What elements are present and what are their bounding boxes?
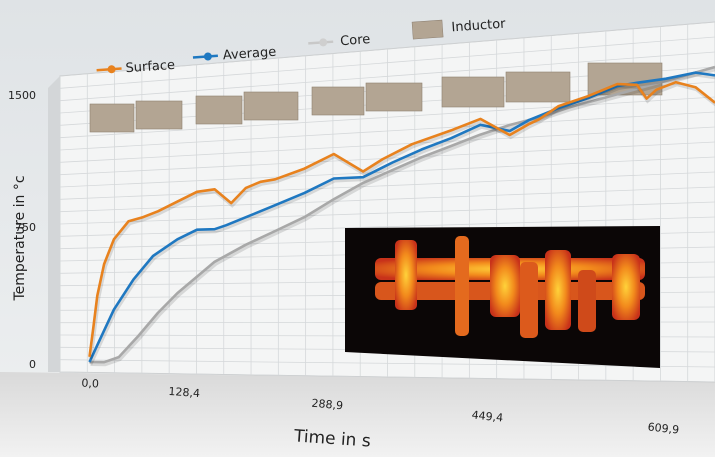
series-layer (88, 65, 715, 367)
inductor-block (365, 82, 423, 112)
grid-line-horizontal (60, 186, 715, 213)
inductor-block (311, 86, 365, 116)
legend-label-core: Core (340, 32, 371, 49)
x-tick-label: 609,9 (647, 420, 680, 436)
legend-swatch-inductor (411, 19, 444, 40)
legend-label-average: Average (222, 45, 276, 64)
grid-line-horizontal (60, 51, 715, 102)
y-axis-label: Temperature in °c (12, 175, 28, 301)
inductor-block (89, 103, 135, 133)
y-tick-label: 1500 (8, 89, 36, 102)
grid-line-horizontal (60, 141, 715, 176)
plot-panel-edge (48, 76, 60, 372)
series-line-average (88, 71, 715, 363)
grid-line-horizontal (60, 216, 715, 237)
legend-marker-surface (107, 65, 116, 74)
inductor-block (195, 95, 243, 125)
inductor-block (135, 100, 183, 130)
series-line-core (89, 65, 715, 364)
grid-line-horizontal (60, 111, 715, 151)
x-tick-label: 288,9 (311, 397, 344, 413)
series-shadow-average (88, 72, 715, 365)
y-tick-label: 0 (29, 358, 36, 371)
grid-line-horizontal (60, 201, 715, 225)
legend-label-inductor: Inductor (451, 17, 507, 36)
inductor-block (505, 71, 571, 103)
inductor-block (587, 62, 663, 96)
grid-line-horizontal (60, 96, 715, 139)
crankshaft-image (345, 226, 660, 368)
inductor-block (243, 91, 299, 121)
y-axis-ticks: 1500 750 0 (8, 89, 36, 371)
series-line-surface (88, 80, 715, 357)
legend: Surface Average Core Inductor (96, 17, 507, 76)
legend-label-surface: Surface (125, 58, 175, 76)
legend-marker-average (203, 52, 212, 61)
legend-marker-core (319, 38, 328, 47)
x-axis-ticks: 0,0 128,4 288,9 449,4 609,9 (81, 377, 680, 437)
floor (0, 372, 715, 457)
grid-line-horizontal (60, 36, 715, 89)
y-tick-label: 750 (15, 221, 36, 234)
grid-line-horizontal (60, 171, 715, 200)
inductor-block (441, 76, 505, 108)
series-shadow-core (90, 67, 715, 367)
grid-line-horizontal (60, 359, 715, 368)
x-tick-label: 128,4 (168, 385, 200, 400)
inductor-blocks (89, 62, 663, 133)
x-tick-label: 449,4 (471, 408, 504, 424)
grid-line-horizontal (60, 126, 715, 163)
x-tick-label: 0,0 (81, 377, 99, 391)
